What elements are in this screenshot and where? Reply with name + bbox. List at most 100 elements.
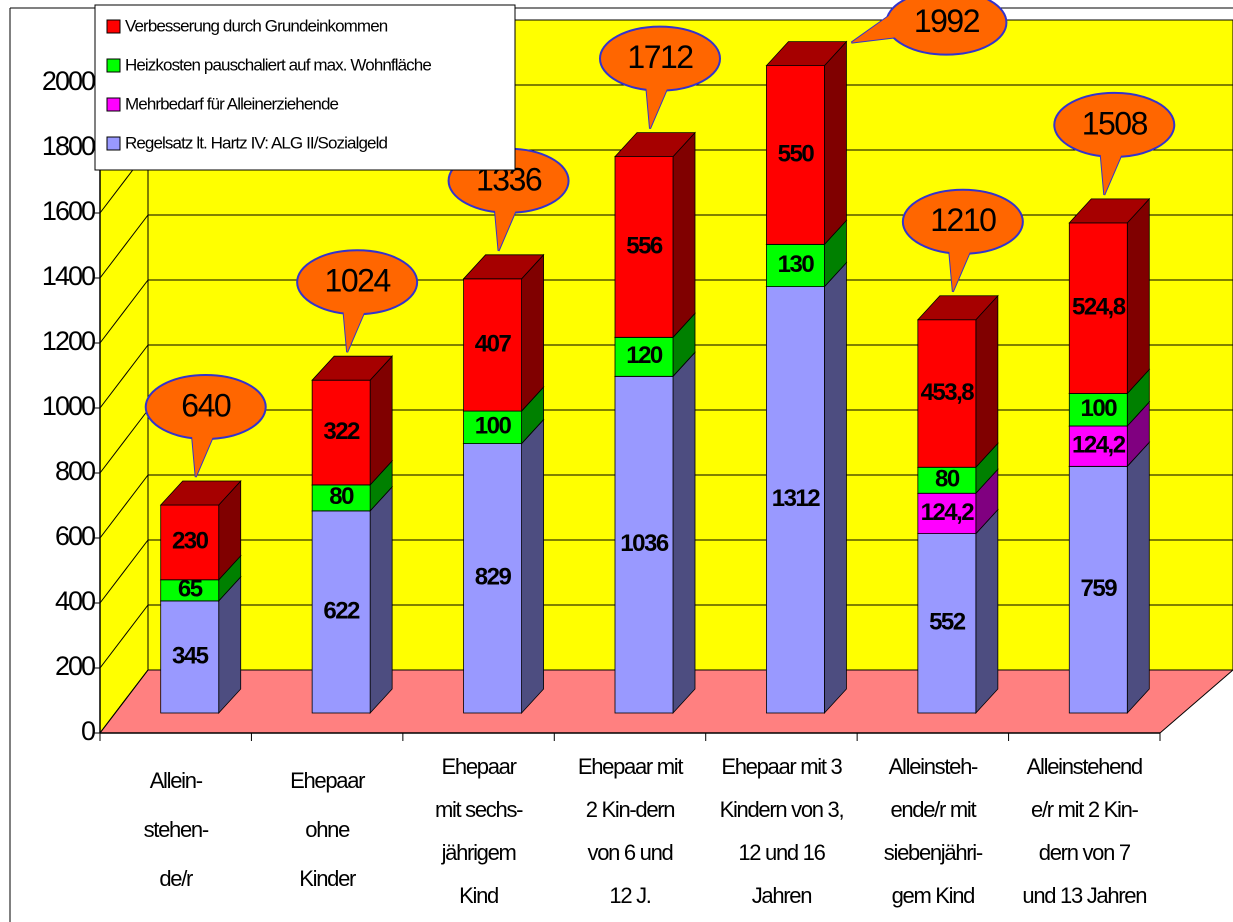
- legend-swatch: [106, 58, 121, 73]
- x-tick-label: Kind: [459, 883, 498, 908]
- y-tick-label: 1400: [42, 261, 95, 291]
- bar-side: [975, 508, 999, 715]
- bar-segment: [765, 40, 848, 246]
- x-tick-label: siebenjähri-: [884, 840, 983, 865]
- y-tick-label: 1200: [42, 326, 95, 356]
- total-label: 1024: [325, 263, 391, 299]
- y-tick-label: 400: [55, 586, 95, 616]
- x-tick-label: stehen-: [144, 817, 209, 842]
- y-tick-label: 2000: [42, 66, 95, 96]
- x-tick-label: und 13 Jahren: [1022, 883, 1146, 908]
- bar: [160, 600, 220, 714]
- x-tick-label: 2 Kin-dern: [586, 797, 675, 822]
- bar-side: [975, 294, 999, 469]
- bar: [463, 443, 522, 714]
- value-label: 100: [1081, 395, 1118, 422]
- x-tick-label: 12 und 16: [738, 840, 825, 865]
- bar-side: [1126, 197, 1150, 395]
- bar-segment: [1068, 197, 1151, 395]
- bar: [917, 466, 977, 494]
- legend-swatch: [106, 19, 121, 34]
- bar: [1068, 222, 1128, 394]
- x-tick-label: jährigem: [441, 840, 516, 865]
- bar-top: [462, 254, 545, 280]
- value-label: 230: [172, 528, 209, 555]
- bar-side: [369, 485, 393, 715]
- total-label: 1992: [914, 3, 980, 39]
- callout-tail-fill: [494, 205, 517, 251]
- x-tick-label: Alleinstehend: [1027, 754, 1142, 779]
- bar: [1068, 465, 1128, 714]
- bar: [311, 484, 371, 512]
- value-label: 759: [1081, 575, 1118, 602]
- y-tick-label: 1800: [42, 131, 95, 161]
- bar: [766, 65, 825, 245]
- callout-tail-fill: [191, 432, 214, 477]
- legend-label: Regelsatz lt. Hartz IV: ALG II/Sozialgel…: [125, 133, 387, 152]
- total-label: 1712: [627, 39, 693, 75]
- x-tick-label: Alleinsteh-: [889, 754, 978, 779]
- x-tick-label: 12 J.: [609, 883, 650, 908]
- bar-segment: [462, 253, 545, 413]
- bar: [614, 336, 674, 377]
- y-tick-label: 0: [81, 716, 95, 746]
- x-tick-label: Kindern von 3,: [720, 797, 844, 822]
- grid-line: [99, 409, 149, 474]
- bar: [614, 375, 674, 714]
- legend-label: Verbesserung durch Grundeinkommen: [125, 16, 388, 35]
- bar: [463, 410, 522, 444]
- x-tick-label: von 6 und: [588, 840, 673, 865]
- callout-tail-fill: [948, 246, 971, 292]
- bar-top: [916, 295, 999, 321]
- legend: Verbesserung durch Grundeinkommen Heizkos…: [94, 4, 516, 171]
- value-label: 80: [329, 483, 354, 510]
- grid-line: [99, 539, 149, 604]
- bar-top: [311, 355, 394, 381]
- x-tick-label: Jahren: [752, 883, 812, 908]
- bar: [614, 156, 674, 338]
- x-tick-label: Ehepaar: [442, 754, 517, 779]
- total-label: 640: [181, 387, 231, 423]
- callout-tail-fill: [343, 307, 366, 353]
- value-label: 1036: [620, 530, 669, 557]
- grid-line: [99, 604, 149, 669]
- grid-line: [99, 344, 149, 409]
- bar: [160, 504, 220, 581]
- x-tick-label: Ehepaar mit 3: [721, 754, 842, 779]
- bar-segment: [614, 131, 696, 339]
- x-tick-label: Kinder: [299, 866, 356, 891]
- value-label: 124,2: [1072, 431, 1126, 458]
- bar: [917, 319, 977, 468]
- bar-side: [672, 131, 696, 339]
- x-tick-label: ohne: [305, 817, 350, 842]
- x-tick-label: e/r mit 2 Kin-: [1031, 797, 1138, 822]
- x-tick-label: Allein-: [150, 768, 203, 793]
- y-tick-label: 200: [55, 651, 95, 681]
- value-label: 550: [778, 140, 815, 167]
- bar-segment: [311, 355, 394, 486]
- callout-tail-fill: [1100, 149, 1123, 195]
- x-tick-label: mit sechs-: [435, 797, 523, 822]
- bar: [766, 286, 825, 714]
- bar-top: [614, 132, 696, 158]
- bar: [1068, 425, 1128, 467]
- bar-side: [521, 253, 544, 413]
- value-label: 322: [323, 418, 360, 445]
- bar-top: [159, 480, 242, 506]
- x-tick-label: dern von 7: [1039, 840, 1131, 865]
- legend-box: [94, 4, 516, 171]
- legend-swatch: [106, 136, 121, 151]
- value-label: 453,8: [921, 379, 975, 406]
- value-label: 622: [323, 597, 360, 624]
- grid-line: [99, 474, 149, 539]
- callout-tail-fill: [646, 83, 668, 129]
- value-label: 524,8: [1072, 294, 1126, 321]
- value-label: 829: [475, 564, 512, 591]
- value-label: 345: [172, 642, 209, 669]
- value-label: 65: [178, 576, 203, 603]
- value-label: 120: [626, 342, 663, 369]
- value-label: 130: [778, 251, 815, 278]
- x-tick-label: gem Kind: [892, 883, 975, 908]
- grid-line: [99, 669, 149, 734]
